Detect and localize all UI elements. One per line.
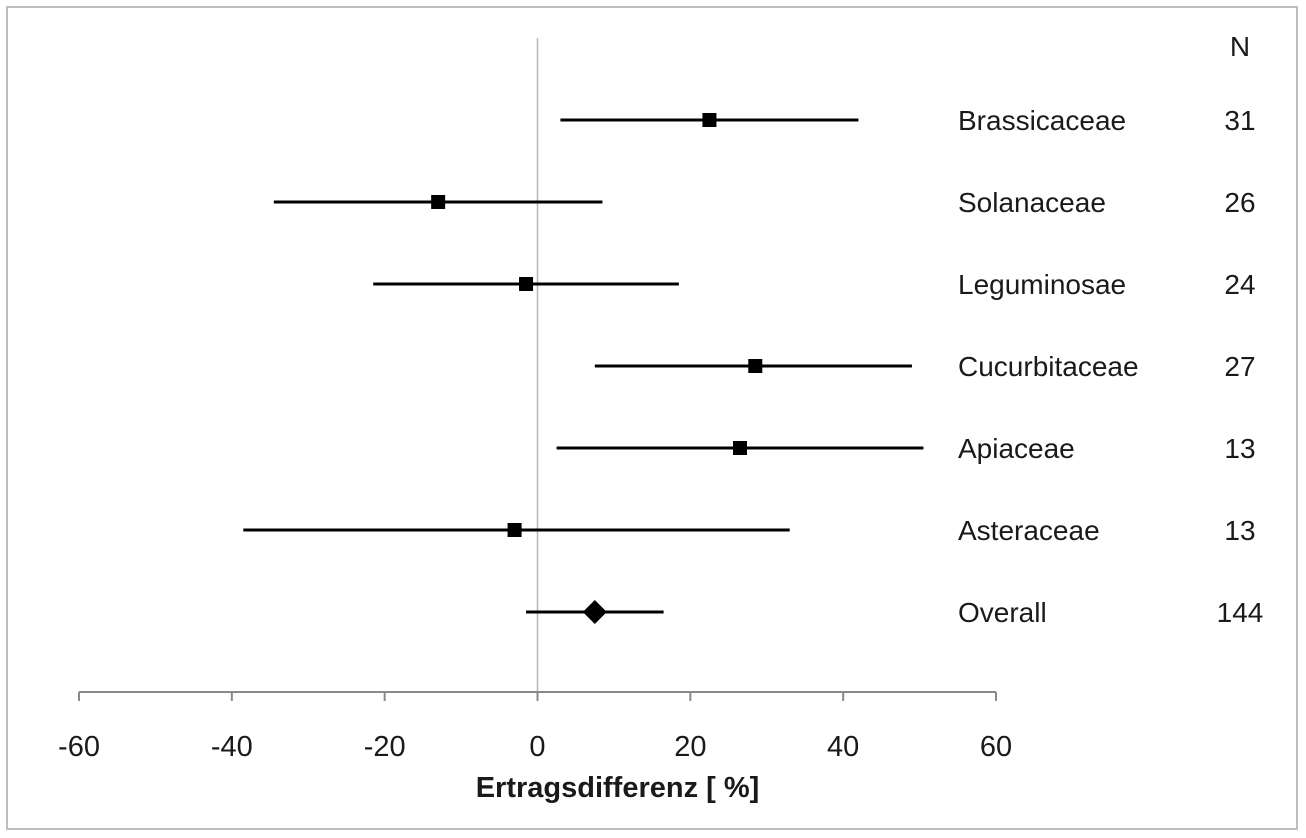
- row-n-value: 13: [1224, 433, 1255, 464]
- overall-estimate-diamond: [582, 600, 607, 624]
- x-tick-label: 40: [827, 731, 859, 763]
- forest-rows: Brassicaceae 31 Solanaceae 26 Leguminosae 24 C…: [243, 105, 1263, 628]
- x-tick-label: 20: [674, 731, 706, 763]
- point-estimate-marker: [702, 113, 717, 127]
- row-n-value: 24: [1224, 269, 1255, 300]
- row-label: Asteraceae: [958, 515, 1100, 546]
- point-estimate-marker: [431, 195, 446, 209]
- row-label: Cucurbitaceae: [958, 351, 1139, 382]
- point-estimate-marker: [748, 359, 763, 373]
- x-tick-label: -20: [364, 731, 406, 763]
- row-n-value: 144: [1217, 597, 1264, 628]
- forest-row: Apiaceae 13: [556, 433, 1256, 464]
- row-n-value: 27: [1224, 351, 1255, 382]
- n-column-header: N: [1230, 31, 1250, 62]
- x-axis-ticks: -60 -40 -20 0 20 40 60: [58, 692, 1012, 763]
- row-label: Overall: [958, 597, 1047, 628]
- x-tick-label: 0: [529, 731, 545, 763]
- x-tick-label: 60: [980, 731, 1012, 763]
- row-label: Brassicaceae: [958, 105, 1126, 136]
- point-estimate-marker: [519, 277, 534, 291]
- point-estimate-marker: [733, 441, 748, 455]
- x-axis-label: Ertragsdifferenz [ %]: [476, 772, 760, 804]
- forest-row: Overall 144: [526, 597, 1263, 628]
- forest-row: Cucurbitaceae 27: [594, 351, 1256, 382]
- row-n-value: 31: [1224, 105, 1255, 136]
- forest-row: Solanaceae 26: [273, 187, 1256, 218]
- point-estimate-marker: [507, 523, 522, 537]
- forest-row: Asteraceae 13: [243, 515, 1256, 546]
- row-label: Solanaceae: [958, 187, 1106, 218]
- row-n-value: 26: [1224, 187, 1255, 218]
- x-tick-label: -40: [211, 731, 253, 763]
- row-label: Leguminosae: [958, 269, 1126, 300]
- row-n-value: 13: [1224, 515, 1255, 546]
- forest-row: Leguminosae 24: [373, 269, 1256, 300]
- row-label: Apiaceae: [958, 433, 1075, 464]
- forest-row: Brassicaceae 31: [560, 105, 1256, 136]
- x-tick-label: -60: [58, 731, 100, 763]
